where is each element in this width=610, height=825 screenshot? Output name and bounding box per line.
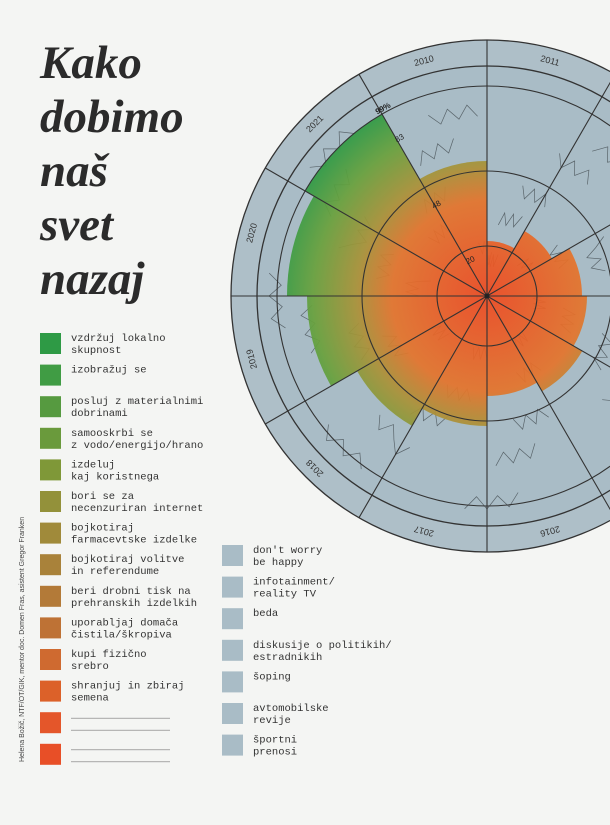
legend-label: bojkotiraj volitve in referendume — [71, 554, 184, 578]
legend-swatch — [40, 333, 61, 354]
legend: vzdržuj lokalno skupnost izobražuj se poslu… — [19, 333, 392, 765]
spoke — [486, 295, 610, 511]
map-contour — [378, 414, 410, 456]
wedge — [419, 161, 487, 296]
spoke — [486, 81, 610, 297]
spoke — [265, 295, 488, 425]
legend-swatch — [40, 459, 61, 481]
map-contour — [586, 236, 606, 272]
legend-swatch — [222, 639, 243, 661]
legend-label: bojkotiraj farmacevtske izdelke — [71, 523, 197, 547]
legend-label: diskusije o politikih/estradnikih — [253, 640, 392, 664]
title-line: naš — [40, 145, 110, 197]
legend-swatch — [40, 522, 61, 544]
legend-label: infotainment/reality TV — [253, 577, 335, 601]
wedge — [305, 114, 487, 296]
legend-swatch — [222, 671, 243, 693]
year-label: 2017 — [413, 524, 435, 539]
legend-label: don't worry be happy — [253, 545, 322, 569]
spoke — [486, 224, 610, 297]
spoke — [358, 74, 488, 297]
center-dot — [484, 293, 490, 299]
credit: Helena Božič, NTF/OT/GIK, mentor doc. Do… — [19, 517, 26, 762]
legend-swatch — [40, 396, 61, 418]
legend-label: kupi fizično srebro — [71, 649, 147, 673]
legend-label: posluj z materialnimi dobrinami — [71, 396, 203, 420]
title-line: svet — [39, 199, 115, 251]
wedge — [287, 196, 487, 296]
year-label: 2011 — [539, 53, 560, 68]
legend-swatch — [222, 703, 243, 724]
spoke — [486, 295, 610, 368]
ring-label: 20 — [464, 254, 476, 266]
legend-swatch — [40, 427, 61, 449]
legend-label: uporabljaj domača čistila/škropiva — [71, 617, 178, 641]
spoke — [265, 167, 488, 297]
legend-swatch — [40, 712, 61, 734]
map-contour — [326, 424, 362, 470]
legend-swatch — [40, 585, 61, 607]
legend-swatch — [40, 680, 61, 702]
legend-swatch — [222, 608, 243, 630]
wedge — [487, 241, 515, 296]
legend-label: šoping — [253, 671, 291, 683]
map-contour — [522, 185, 547, 208]
map-contour — [420, 138, 454, 166]
wedge — [487, 296, 537, 396]
map-contour — [497, 211, 523, 228]
spoke — [358, 295, 488, 518]
legend-swatch — [40, 743, 61, 765]
title-line: nazaj — [40, 253, 145, 305]
wedge — [487, 248, 582, 296]
wedge — [422, 296, 487, 426]
year-label: 2019 — [244, 348, 259, 370]
wedge — [487, 296, 587, 346]
legend-label: izobražuj se — [71, 365, 147, 377]
legend-swatch — [40, 364, 61, 386]
legend-label: avtomobilske revije — [253, 703, 329, 727]
map-contour — [495, 443, 536, 466]
legend-swatch — [222, 545, 243, 566]
legend-swatch — [40, 554, 61, 576]
title-line: dobimo — [40, 91, 184, 143]
legend-label: beda — [253, 608, 278, 620]
wedge — [357, 296, 487, 426]
year-label: 2016 — [539, 524, 561, 539]
legend-label: izdeluj kaj koristnega — [71, 459, 159, 483]
legend-swatch — [222, 734, 243, 756]
legend-swatch — [40, 617, 61, 639]
legend-label: samooskrbi se z vodo/energijo/hrano — [71, 428, 203, 452]
legend-label: vzdržuj lokalno skupnost — [71, 333, 166, 357]
legend-label: bori se za necenzuriran internet — [71, 491, 203, 515]
legend-swatch — [40, 491, 61, 512]
map-contour — [559, 153, 590, 185]
legend-label: beri drobni tisk na prehranskih izdelkih — [71, 586, 197, 610]
legend-label: shranjuj in zbiraj semena — [71, 681, 184, 705]
wedge — [487, 231, 552, 296]
wedge — [487, 296, 583, 392]
map-contour — [592, 146, 610, 163]
legend-swatch — [40, 649, 61, 670]
map-contour — [428, 104, 478, 125]
legend-swatch — [222, 576, 243, 598]
legend-label: športni prenosi — [253, 735, 297, 759]
map-contour — [268, 272, 286, 329]
map-contour — [512, 408, 549, 431]
title-line: Kako — [39, 37, 142, 89]
polar-diagram: 2010 201120162017201820192020202199%83482… — [230, 39, 610, 553]
